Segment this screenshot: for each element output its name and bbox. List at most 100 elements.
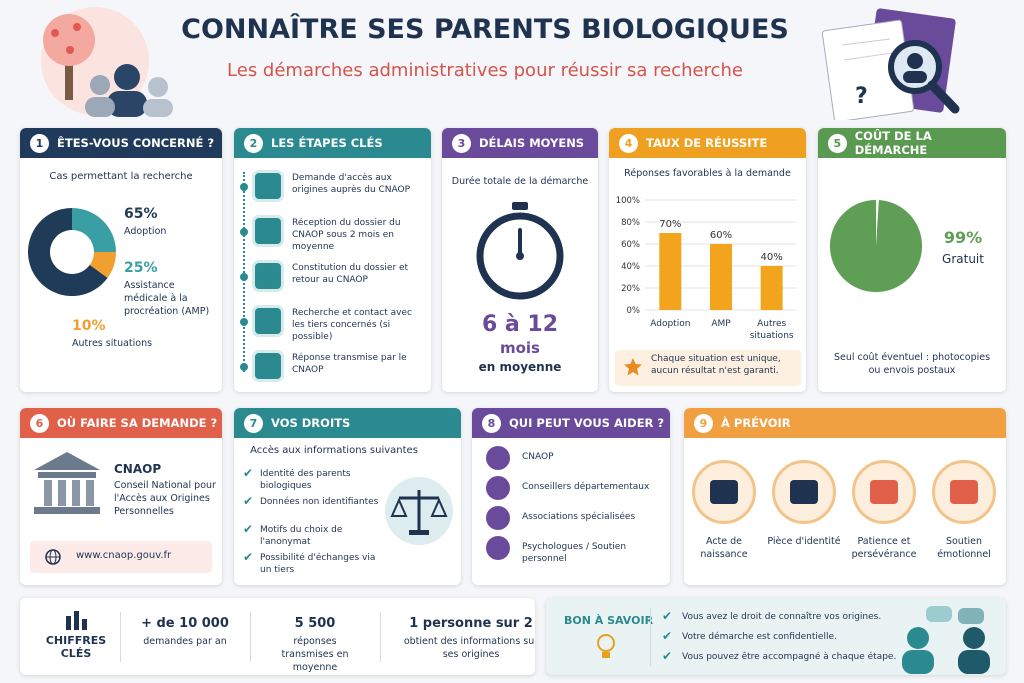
note: Seul coût éventuel : photocopies ou envo… bbox=[833, 352, 991, 376]
tip-item: Vous avez le droit de connaître vos orig… bbox=[682, 612, 882, 622]
step-text: Réception du dossier du CNAOP sous 2 moi… bbox=[292, 218, 401, 253]
scales-icon bbox=[385, 477, 453, 545]
right-item: Motifs du choix de l'anonymat bbox=[260, 525, 343, 548]
card: CNAOP Conseil National pour l'Accès aux … bbox=[20, 408, 222, 585]
section-number: 6 bbox=[30, 413, 49, 433]
check-icon: ✔ bbox=[243, 466, 254, 480]
chart: 0% 20% 40% 60% 80% 100% 70% 60% 40% bbox=[616, 196, 797, 316]
card-header: 4 TAUX DE RÉUSSITE bbox=[609, 128, 806, 158]
item-label: Soutien émotionnel bbox=[937, 536, 991, 560]
y-tick-label: 100% bbox=[616, 196, 640, 206]
item-glyph bbox=[950, 480, 978, 504]
step-icon bbox=[252, 170, 284, 202]
card-header: 5 COÛT DE LA DÉMARCHE bbox=[818, 128, 1006, 158]
card-header: 2 LES ÉTAPES CLÉS bbox=[234, 128, 431, 158]
helper-item: Psychologues / Soutien personnel bbox=[522, 542, 627, 565]
card-header: 9 À PRÉVOIR bbox=[684, 408, 1006, 438]
step-icon bbox=[252, 215, 284, 247]
card-intro: Cas permettant la recherche bbox=[49, 171, 193, 182]
card: Cas permettant la recherche 1 ÊTES-VOUS C… bbox=[20, 128, 222, 392]
building-icon bbox=[34, 452, 100, 514]
section-title: ÊTES-VOUS CONCERNÉ ? bbox=[57, 136, 215, 150]
x-tick-label: Autres situations bbox=[749, 319, 794, 342]
value-label: 60% bbox=[710, 230, 732, 241]
section-number: 4 bbox=[619, 133, 638, 153]
figure-label: demandes par an bbox=[143, 636, 227, 647]
legend-label: Gratuit bbox=[942, 252, 984, 266]
card: BON À SAVOIR ✔ Vous avez le droit de conn… bbox=[546, 598, 1006, 675]
divider bbox=[650, 608, 651, 666]
card-intro: Durée totale de la démarche bbox=[451, 176, 589, 187]
tip-item: Vous pouvez être accompagné à chaque éta… bbox=[682, 652, 897, 662]
step-text: Constitution du dossier et retour au CNA… bbox=[292, 263, 409, 286]
note: Chaque situation est unique, aucun résul… bbox=[651, 354, 781, 377]
helper-item: CNAOP bbox=[522, 452, 554, 462]
card: Réponses favorables à la demande Chaque … bbox=[609, 128, 806, 392]
card: Durée totale de la démarche 6 à 12 mois … bbox=[442, 128, 598, 392]
helper-icon bbox=[486, 446, 510, 470]
divider bbox=[380, 612, 381, 662]
section-title: COÛT DE LA DÉMARCHE bbox=[854, 129, 932, 157]
item-glyph bbox=[790, 480, 818, 504]
item-label: Patience et persévérance bbox=[851, 536, 917, 560]
helper-icon bbox=[486, 536, 510, 560]
x-tick-label: Adoption bbox=[650, 319, 691, 329]
figure-value: 1 personne sur 2 bbox=[409, 616, 533, 631]
y-tick-label: 40% bbox=[621, 262, 640, 272]
value-label: 99% bbox=[943, 228, 983, 247]
chart bbox=[829, 199, 923, 293]
section-title: TAUX DE RÉUSSITE bbox=[646, 136, 768, 150]
globe-icon bbox=[45, 549, 61, 565]
figure-value: 5 500 bbox=[294, 616, 336, 631]
section-number: 7 bbox=[244, 413, 263, 433]
website[interactable]: www.cnaop.gouv.fr bbox=[76, 550, 172, 561]
card-header: 3 DÉLAIS MOYENS bbox=[442, 128, 598, 158]
tips-title: BON À SAVOIR bbox=[564, 614, 654, 627]
divider bbox=[250, 612, 251, 662]
title: CONNAÎTRE SES PARENTS BIOLOGIQUES bbox=[181, 14, 789, 45]
duration-note: en moyenne bbox=[478, 360, 562, 374]
card: Accès aux informations suivantes 7 VOS DR… bbox=[234, 408, 461, 585]
card-header: 7 VOS DROITS bbox=[234, 408, 461, 438]
donut-slice bbox=[72, 208, 116, 252]
header-illustration: ? bbox=[821, 8, 960, 120]
keyfigures-title: CHIFFRES CLÉS bbox=[45, 634, 107, 660]
org: CNAOP bbox=[114, 462, 162, 476]
card: 2 LES ÉTAPES CLÉS Demande d'accès aux orig… bbox=[234, 128, 431, 392]
helper-icon bbox=[486, 506, 510, 530]
chart-title: Réponses favorables à la demande bbox=[624, 168, 791, 179]
chart bbox=[28, 208, 116, 296]
card-intro: Accès aux informations suivantes bbox=[250, 445, 418, 456]
value-label: 65% bbox=[124, 206, 158, 222]
check-icon: ✔ bbox=[243, 550, 254, 564]
y-tick-label: 80% bbox=[621, 218, 640, 228]
legend-label: Autres situations bbox=[72, 338, 153, 349]
star-icon bbox=[624, 358, 642, 376]
step-icon bbox=[252, 350, 284, 382]
svg-text:?: ? bbox=[855, 84, 868, 109]
y-tick-label: 0% bbox=[627, 306, 641, 316]
card-header: 6 OÙ FAIRE SA DEMANDE ? bbox=[20, 408, 222, 438]
subtitle: Les démarches administratives pour réuss… bbox=[227, 60, 743, 81]
section-title: DÉLAIS MOYENS bbox=[479, 136, 585, 150]
section-number: 5 bbox=[828, 133, 847, 153]
tip-item: Votre démarche est confidentielle. bbox=[682, 632, 837, 642]
check-icon: ✔ bbox=[243, 522, 254, 536]
note-box: Chaque situation est unique, aucun résul… bbox=[615, 350, 801, 386]
bar bbox=[760, 266, 783, 310]
section-number: 9 bbox=[694, 413, 713, 433]
step-icon bbox=[252, 260, 284, 292]
right-item: Identité des parents biologiques bbox=[260, 469, 351, 492]
section-title: VOS DROITS bbox=[271, 416, 351, 430]
figure-value: + de 10 000 bbox=[141, 616, 229, 631]
item-glyph bbox=[870, 480, 898, 504]
check-icon: ✔ bbox=[662, 649, 673, 663]
card: Seul coût éventuel : photocopies ou envo… bbox=[818, 128, 1006, 392]
right-item: Possibilité d'échanges via un tiers bbox=[260, 553, 376, 576]
card-header: 1 ÊTES-VOUS CONCERNÉ ? bbox=[20, 128, 222, 158]
card: CHIFFRES CLÉS + de 10 000 demandes par an… bbox=[20, 598, 535, 675]
duration-unit: mois bbox=[499, 339, 540, 357]
value-label: 40% bbox=[761, 252, 783, 263]
bar bbox=[710, 244, 732, 310]
check-icon: ✔ bbox=[662, 629, 673, 643]
